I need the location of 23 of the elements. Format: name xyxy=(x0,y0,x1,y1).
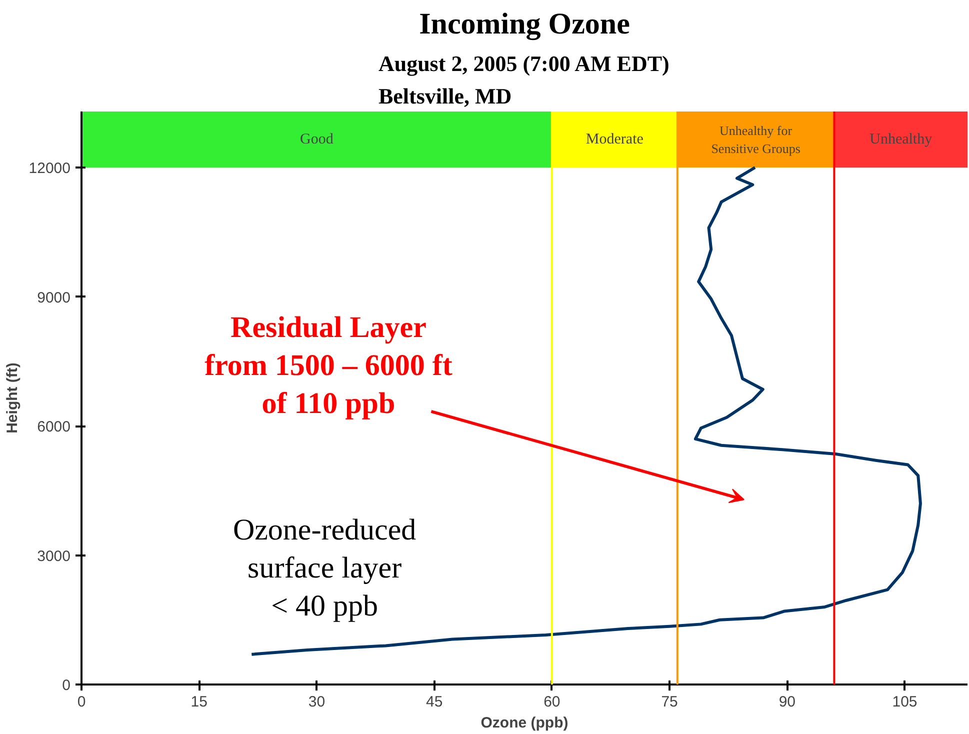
x-axis-title: Ozone (ppb) xyxy=(480,714,568,732)
band-label: Unhealthy for Sensitive Groups xyxy=(711,123,800,156)
x-tick-label: 105 xyxy=(892,694,918,710)
y-tick-label: 3000 xyxy=(37,548,71,565)
x-tick-label: 90 xyxy=(778,694,796,710)
x-tick-label: 0 xyxy=(77,694,86,710)
annotation: Ozone-reduced surface layer < 40 ppb xyxy=(232,514,416,623)
band-label: Unhealthy xyxy=(870,132,933,148)
chart-title: Incoming Ozone xyxy=(419,8,630,40)
chart-subtitle: August 2, 2005 (7:00 AM EDT) Beltsville, MD xyxy=(378,51,670,108)
y-tick-label: 9000 xyxy=(37,289,71,306)
y-tick-label: 0 xyxy=(62,677,70,694)
x-tick-label: 30 xyxy=(308,694,326,710)
band-label: Good xyxy=(300,132,334,148)
x-tick-label: 45 xyxy=(426,694,443,710)
y-axis-title: Height (ft) xyxy=(4,362,21,434)
x-tick-label: 60 xyxy=(544,694,560,710)
y-tick-label: 6000 xyxy=(37,418,71,436)
x-tick-label: 15 xyxy=(190,694,208,710)
band-label: Moderate xyxy=(586,132,644,148)
annotation: Residual Layer from 1500 – 6000 ft of 110 ppb xyxy=(204,311,452,420)
x-tick-label: 75 xyxy=(661,694,678,710)
y-tick-label: 12000 xyxy=(28,160,71,178)
